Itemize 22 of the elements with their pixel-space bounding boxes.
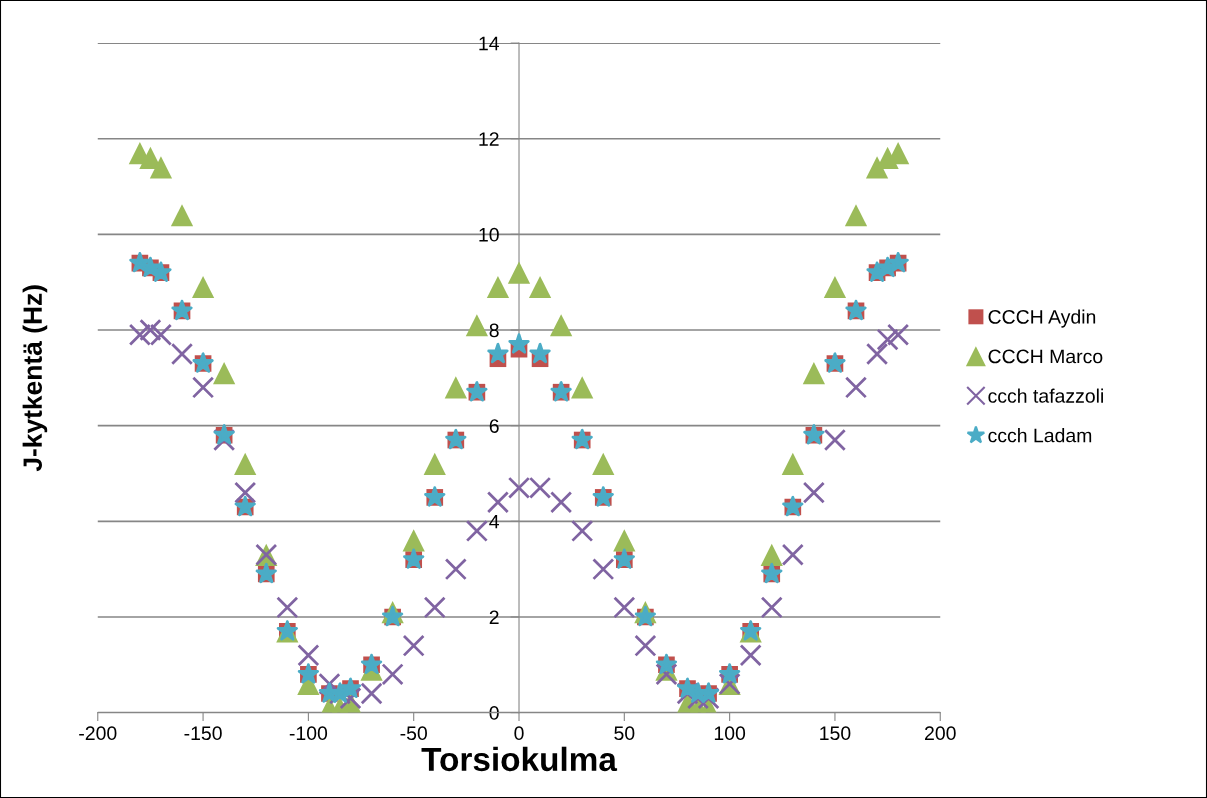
y-tick-label: 4	[489, 514, 499, 529]
x-tick-label: -50	[400, 726, 427, 741]
legend-label: CCCH Aydin	[988, 309, 1096, 328]
y-tick-label: 12	[479, 132, 499, 146]
y-tick-label: 6	[489, 419, 499, 433]
x-tick-label: 0	[514, 726, 524, 741]
x-tick-label: 200	[925, 726, 956, 741]
x-axis-title: Torsiokulma	[421, 746, 618, 772]
y-tick-label: 8	[489, 323, 499, 338]
x-tick-label: -150	[184, 726, 222, 741]
y-tick-label: 10	[479, 227, 499, 242]
y-tick-label: 14	[479, 36, 499, 51]
x-tick-label: 150	[820, 726, 851, 741]
legend-label: ccch Ladam	[988, 428, 1092, 443]
x-tick-label: -100	[289, 726, 328, 741]
y-tick-label: 2	[489, 610, 499, 625]
legend-label: CCCH Marco	[988, 349, 1103, 364]
legend-label: ccch tafazzoli	[988, 388, 1103, 403]
x-tick-label: 100	[714, 726, 746, 741]
x-tick-label: -200	[79, 726, 117, 741]
x-tick-label: 50	[614, 726, 635, 741]
y-axis-title: J-kytkentä (Hz)	[22, 285, 48, 472]
